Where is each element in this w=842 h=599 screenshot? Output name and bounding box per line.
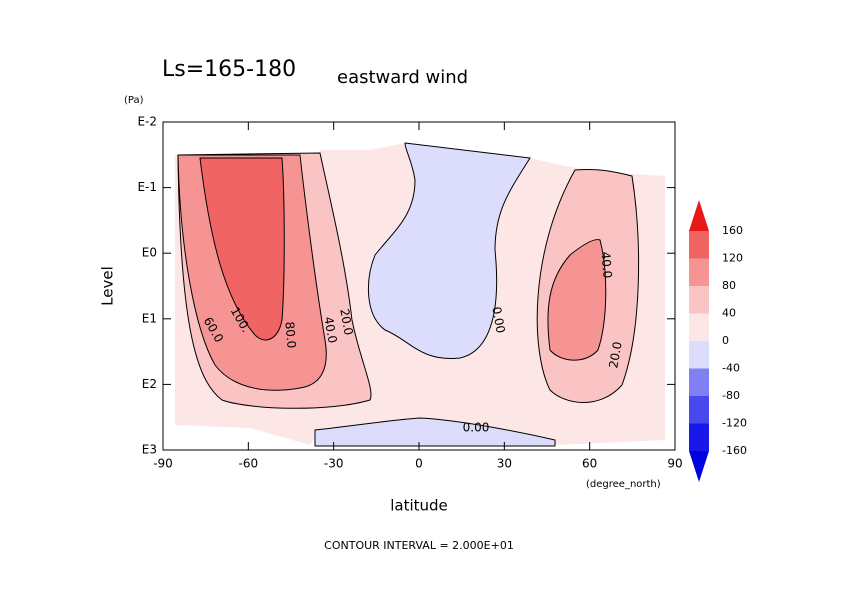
- x-unit: (degree_north): [586, 479, 661, 490]
- y-unit: (Pa): [124, 95, 144, 106]
- x-tick-label: -60: [239, 457, 259, 471]
- y-tick-label: E-2: [137, 115, 157, 129]
- contour-region: [199, 157, 285, 341]
- colorbar-label: -160: [722, 444, 747, 457]
- colorbar-bin: [689, 423, 709, 451]
- y-tick-label: E0: [142, 246, 157, 260]
- colorbar-label: 160: [722, 224, 743, 237]
- colorbar-bin: [689, 396, 709, 424]
- x-tick-label: 0: [415, 457, 423, 471]
- chart-subtitle: eastward wind: [337, 67, 468, 88]
- colorbar-label: -120: [722, 417, 747, 430]
- contour-label: 20.0: [337, 308, 355, 337]
- y-axis-label: Level: [99, 266, 117, 306]
- x-axis-label: latitude: [390, 497, 448, 515]
- contour-region: [547, 239, 607, 361]
- y-tick-label: E1: [142, 311, 157, 325]
- colorbar-extend-high: [689, 200, 709, 231]
- colorbar-label: 40: [722, 307, 736, 320]
- contour-region: [314, 417, 556, 447]
- contour-label: 40.0: [321, 316, 339, 345]
- colorbar-label: -40: [722, 362, 740, 375]
- x-tick-label: 60: [582, 457, 597, 471]
- colorbar-extend-low: [689, 451, 709, 482]
- colorbar-label: 120: [722, 252, 743, 265]
- x-tick-label: -90: [153, 457, 173, 471]
- x-tick-label: 90: [667, 457, 682, 471]
- contour-region: [367, 142, 531, 359]
- colorbar-bin: [689, 368, 709, 396]
- colorbar-label: 80: [722, 279, 736, 292]
- x-tick-label: 30: [497, 457, 512, 471]
- x-tick-label: -30: [324, 457, 344, 471]
- y-tick-label: E3: [142, 443, 157, 457]
- colorbar-label: -80: [722, 389, 740, 402]
- contour-label: 0.00: [489, 306, 507, 335]
- contour-label: 0.00: [463, 421, 490, 435]
- colorbar-bin: [689, 313, 709, 341]
- y-tick-label: E-1: [137, 180, 157, 194]
- contour-label: 40.0: [598, 251, 614, 279]
- contour-interval-note: CONTOUR INTERVAL = 2.000E+01: [324, 539, 514, 552]
- colorbar-bin: [689, 286, 709, 314]
- colorbar-bin: [689, 258, 709, 286]
- colorbar-bin: [689, 341, 709, 369]
- chart-title: Ls=165-180: [162, 57, 296, 82]
- colorbar-bin: [689, 231, 709, 259]
- contour-label: 80.0: [282, 321, 298, 349]
- contour-label: 20.0: [606, 341, 624, 370]
- y-tick-label: E2: [142, 377, 157, 391]
- contour-fills: [175, 142, 665, 447]
- colorbar-label: 0: [722, 334, 729, 347]
